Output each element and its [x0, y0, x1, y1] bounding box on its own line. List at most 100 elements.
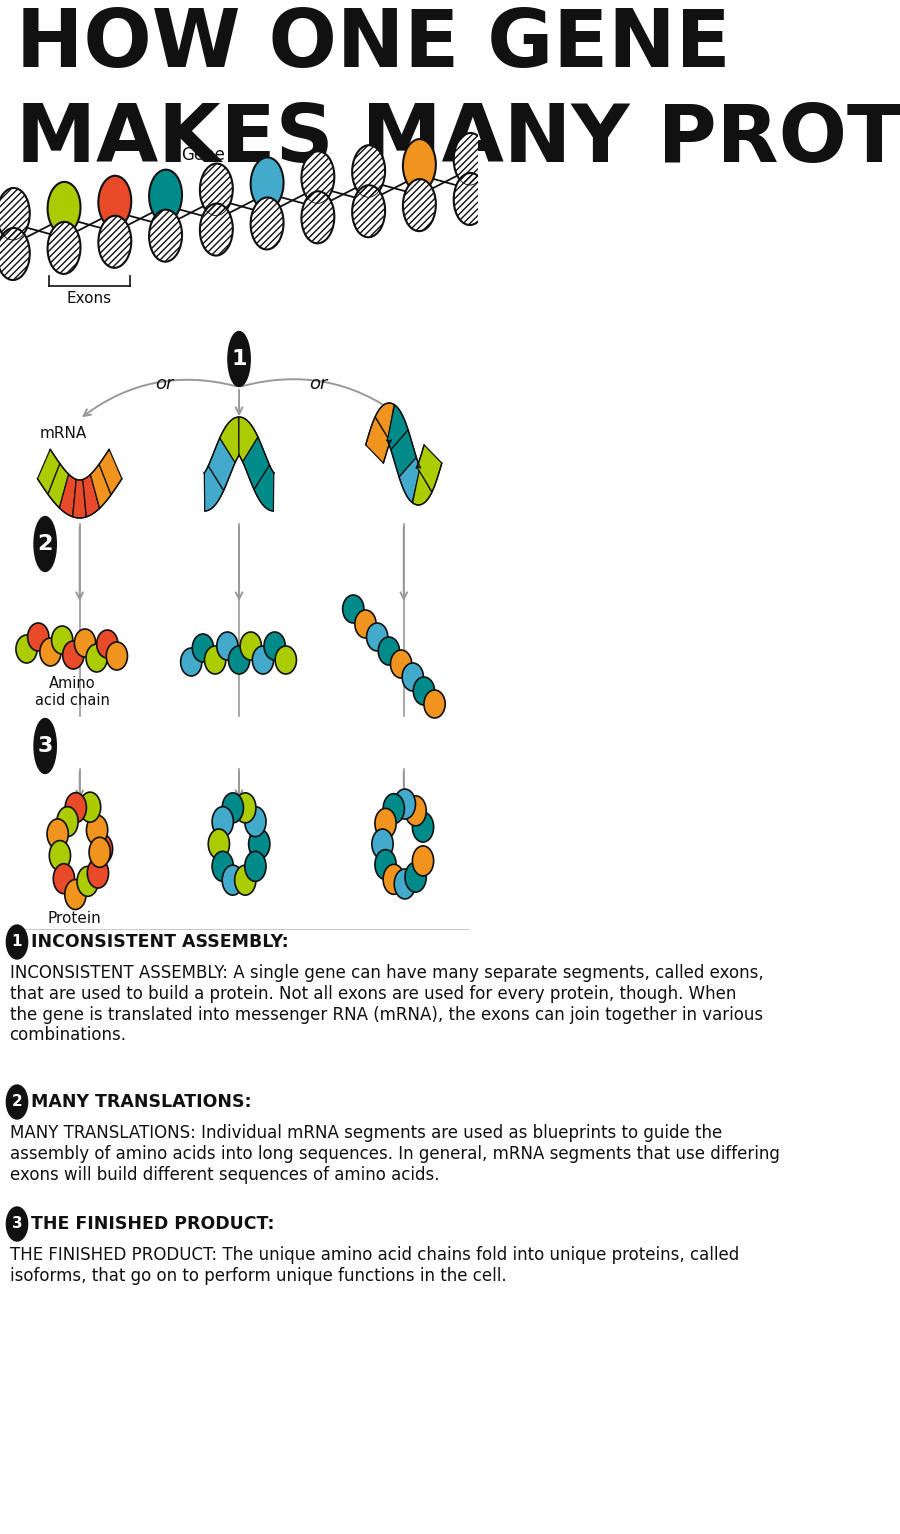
Ellipse shape	[235, 793, 256, 822]
Ellipse shape	[204, 646, 226, 673]
Ellipse shape	[264, 632, 285, 660]
Polygon shape	[365, 417, 391, 463]
Ellipse shape	[77, 867, 98, 896]
Ellipse shape	[212, 851, 233, 882]
Ellipse shape	[0, 229, 30, 281]
Ellipse shape	[16, 635, 37, 663]
Ellipse shape	[302, 152, 334, 204]
Polygon shape	[73, 480, 86, 518]
Ellipse shape	[394, 788, 416, 819]
Text: Amino
acid chain: Amino acid chain	[34, 676, 110, 709]
Ellipse shape	[375, 808, 396, 839]
Ellipse shape	[34, 517, 57, 572]
Ellipse shape	[352, 186, 385, 238]
Ellipse shape	[51, 626, 73, 653]
Text: 2: 2	[38, 534, 53, 554]
Ellipse shape	[343, 595, 364, 623]
Ellipse shape	[75, 629, 95, 657]
Ellipse shape	[413, 676, 435, 706]
Ellipse shape	[302, 192, 334, 244]
Ellipse shape	[6, 1207, 28, 1241]
Polygon shape	[90, 465, 111, 508]
Polygon shape	[38, 449, 60, 494]
Ellipse shape	[200, 204, 233, 256]
Ellipse shape	[424, 690, 446, 718]
Ellipse shape	[454, 173, 487, 225]
Ellipse shape	[228, 331, 250, 387]
Ellipse shape	[355, 611, 376, 638]
Ellipse shape	[149, 210, 182, 262]
Text: or: or	[156, 374, 174, 393]
Text: Gene: Gene	[182, 146, 225, 164]
Ellipse shape	[6, 1085, 28, 1118]
Ellipse shape	[222, 865, 243, 896]
Polygon shape	[99, 449, 122, 495]
Text: THE FINISHED PRODUCT: The unique amino acid chains fold into unique proteins, ca: THE FINISHED PRODUCT: The unique amino a…	[10, 1246, 739, 1285]
Ellipse shape	[96, 630, 118, 658]
Text: or: or	[310, 374, 328, 393]
Polygon shape	[399, 457, 420, 503]
Ellipse shape	[235, 865, 256, 896]
Polygon shape	[243, 437, 269, 489]
Text: MANY TRANSLATIONS: Individual mRNA segments are used as blueprints to guide the
: MANY TRANSLATIONS: Individual mRNA segme…	[10, 1124, 779, 1184]
Ellipse shape	[0, 189, 30, 239]
Ellipse shape	[252, 646, 274, 673]
Ellipse shape	[53, 864, 75, 894]
Text: HOW ONE GENE: HOW ONE GENE	[16, 6, 731, 84]
Ellipse shape	[412, 845, 434, 876]
Polygon shape	[220, 417, 239, 463]
Polygon shape	[417, 445, 442, 492]
Ellipse shape	[250, 158, 284, 210]
Polygon shape	[254, 465, 274, 511]
Ellipse shape	[63, 641, 84, 669]
Ellipse shape	[65, 793, 86, 822]
Ellipse shape	[193, 634, 213, 663]
Polygon shape	[391, 430, 417, 477]
Polygon shape	[238, 417, 258, 462]
Text: MAKES MANY PROTEINS: MAKES MANY PROTEINS	[16, 101, 900, 179]
Text: INCONSISTENT ASSEMBLY:: INCONSISTENT ASSEMBLY:	[31, 933, 289, 951]
Polygon shape	[387, 405, 408, 449]
Ellipse shape	[372, 828, 393, 859]
Ellipse shape	[412, 811, 434, 842]
Ellipse shape	[212, 807, 233, 836]
Polygon shape	[412, 466, 432, 505]
Polygon shape	[48, 463, 68, 508]
Ellipse shape	[222, 793, 243, 822]
Ellipse shape	[79, 792, 101, 822]
Ellipse shape	[383, 793, 404, 824]
Ellipse shape	[245, 807, 266, 836]
Ellipse shape	[50, 841, 70, 871]
Ellipse shape	[87, 858, 109, 888]
Ellipse shape	[403, 179, 436, 232]
Text: 1: 1	[231, 350, 247, 370]
Ellipse shape	[403, 140, 436, 192]
Ellipse shape	[391, 650, 411, 678]
Ellipse shape	[454, 133, 487, 186]
Text: INCONSISTENT ASSEMBLY: A single gene can have many separate segments, called exo: INCONSISTENT ASSEMBLY: A single gene can…	[10, 963, 763, 1045]
Polygon shape	[208, 439, 235, 491]
Text: mRNA: mRNA	[40, 426, 87, 442]
Ellipse shape	[208, 828, 230, 859]
Ellipse shape	[28, 623, 49, 650]
Text: 3: 3	[38, 736, 53, 756]
Ellipse shape	[92, 834, 112, 864]
Ellipse shape	[57, 807, 78, 836]
Ellipse shape	[47, 819, 68, 848]
Ellipse shape	[65, 879, 86, 910]
Ellipse shape	[86, 815, 108, 845]
Polygon shape	[204, 466, 223, 511]
Ellipse shape	[402, 663, 423, 690]
Ellipse shape	[217, 632, 238, 660]
Ellipse shape	[89, 838, 111, 867]
Polygon shape	[83, 474, 100, 517]
Ellipse shape	[250, 198, 284, 250]
Polygon shape	[375, 403, 394, 442]
Ellipse shape	[245, 851, 266, 882]
Ellipse shape	[48, 222, 80, 275]
Ellipse shape	[405, 796, 427, 825]
Ellipse shape	[275, 646, 296, 673]
Ellipse shape	[6, 925, 28, 959]
Text: MANY TRANSLATIONS:: MANY TRANSLATIONS:	[31, 1094, 251, 1111]
Ellipse shape	[86, 644, 107, 672]
